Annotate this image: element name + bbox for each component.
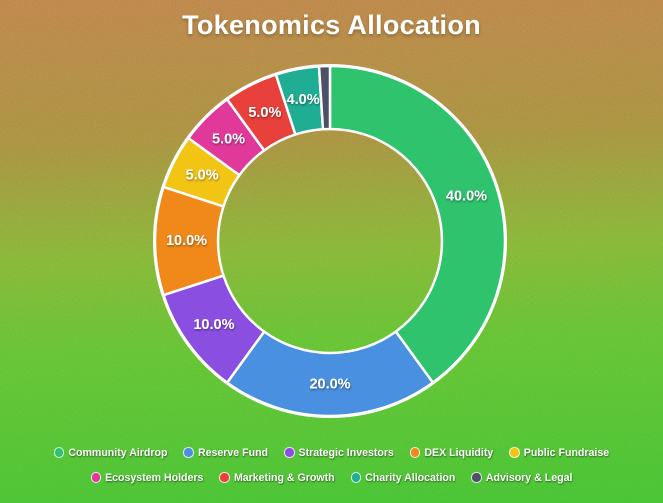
svg-text:5.0%: 5.0% — [186, 168, 219, 184]
svg-text:4.0%: 4.0% — [287, 92, 320, 108]
svg-text:20.0%: 20.0% — [309, 376, 350, 392]
svg-text:40.0%: 40.0% — [446, 188, 487, 204]
svg-text:10.0%: 10.0% — [166, 233, 207, 249]
svg-text:10.0%: 10.0% — [193, 317, 234, 333]
svg-text:5.0%: 5.0% — [212, 131, 245, 147]
svg-text:5.0%: 5.0% — [248, 105, 281, 121]
